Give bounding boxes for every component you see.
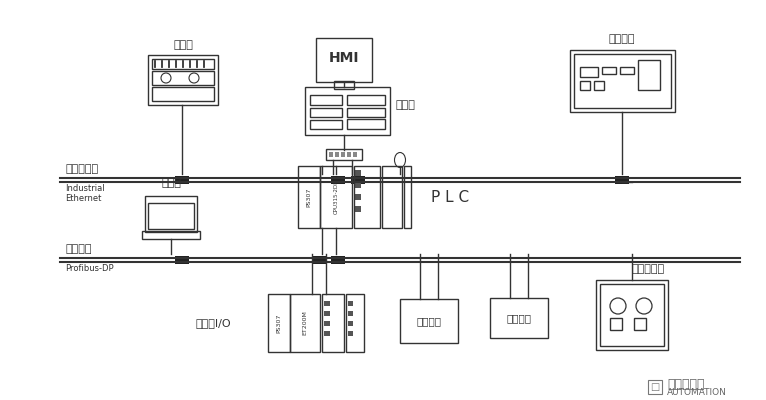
Bar [346, 294, 364, 352]
Text: P L C: P L C [431, 190, 469, 204]
Bar [354, 194, 361, 200]
Bar [152, 87, 214, 101]
Bar [347, 119, 385, 129]
Text: 执行机构: 执行机构 [506, 313, 532, 323]
Bar [615, 176, 629, 184]
Bar [382, 166, 402, 228]
Bar [331, 176, 345, 184]
Bar [347, 152, 351, 157]
Bar [570, 50, 675, 112]
Bar [335, 152, 339, 157]
Bar [351, 176, 365, 184]
Bar [331, 256, 345, 264]
Bar [620, 67, 634, 74]
Bar [148, 203, 194, 229]
Bar [634, 318, 646, 330]
Text: 分布式I/O: 分布式I/O [195, 318, 231, 328]
Text: Profibus-DP: Profibus-DP [65, 264, 113, 273]
Text: HMI: HMI [329, 51, 359, 65]
Bar [490, 298, 548, 338]
Bar [305, 87, 390, 135]
Text: 主操作台: 主操作台 [609, 34, 635, 44]
Bar [580, 67, 598, 77]
Bar [298, 166, 320, 228]
Text: PS307: PS307 [277, 313, 281, 333]
Bar [638, 60, 660, 90]
Bar [574, 54, 671, 108]
Bar [320, 166, 352, 228]
Bar [152, 59, 214, 69]
Text: 搭合自动化: 搭合自动化 [667, 378, 705, 391]
Bar [600, 284, 664, 346]
Bar [353, 152, 357, 157]
Bar [324, 301, 330, 306]
Bar [334, 81, 354, 89]
Bar [324, 331, 330, 336]
Bar [602, 67, 616, 74]
Bar [594, 81, 604, 90]
Bar [354, 182, 361, 188]
Text: 编程器: 编程器 [161, 178, 181, 188]
Bar [316, 38, 372, 82]
Bar [400, 299, 458, 343]
Bar [354, 170, 361, 176]
Text: ET200M: ET200M [303, 310, 307, 336]
Bar [310, 120, 342, 129]
Bar [310, 108, 342, 117]
Text: 现场总线: 现场总线 [65, 244, 91, 254]
Text: CPU315-2DP: CPU315-2DP [333, 180, 339, 214]
Bar [148, 55, 218, 105]
Bar [326, 149, 362, 160]
Text: □: □ [650, 382, 660, 392]
Text: 现场操作箱: 现场操作箱 [632, 264, 665, 274]
Bar [329, 152, 333, 157]
Bar [348, 321, 353, 326]
Bar [596, 280, 668, 350]
Bar [324, 311, 330, 316]
Text: AUTOMATION: AUTOMATION [667, 388, 727, 397]
Bar [142, 231, 200, 239]
Bar [354, 206, 361, 212]
Bar [580, 81, 590, 90]
Bar [145, 196, 197, 232]
Bar [175, 256, 189, 264]
Bar [348, 311, 353, 316]
Bar [324, 321, 330, 326]
Bar [348, 331, 353, 336]
Text: 工业以太网: 工业以太网 [65, 164, 98, 174]
Bar [175, 176, 189, 184]
Bar [290, 294, 320, 352]
Bar [310, 95, 342, 105]
Bar [341, 152, 345, 157]
Bar [152, 71, 214, 85]
Bar [348, 301, 353, 306]
Bar [268, 294, 290, 352]
Text: Industrial
Ethernet: Industrial Ethernet [65, 184, 105, 203]
Bar [610, 318, 622, 330]
Text: 现场仪表: 现场仪表 [417, 316, 441, 326]
Text: 打印机: 打印机 [173, 40, 193, 50]
Bar [322, 294, 344, 352]
Bar [354, 166, 380, 228]
Bar [347, 108, 385, 117]
Bar [404, 166, 411, 228]
Bar [648, 380, 662, 394]
Bar [313, 256, 327, 264]
Bar [347, 95, 385, 105]
Text: 工控机: 工控机 [395, 100, 415, 110]
Text: PS307: PS307 [306, 187, 312, 207]
